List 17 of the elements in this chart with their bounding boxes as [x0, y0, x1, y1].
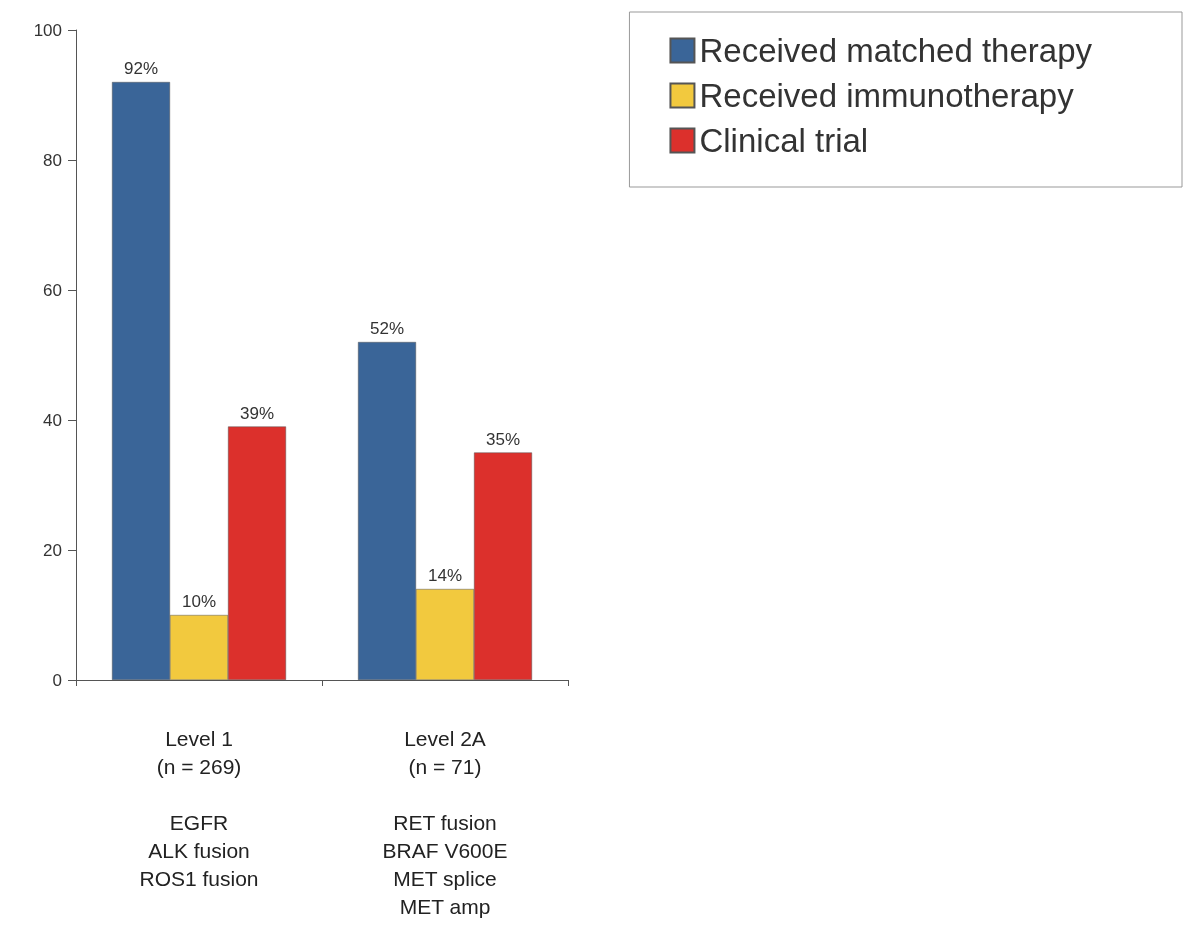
- category-label: Level 1 (n = 269) EGFR ALK fusion ROS1 fusion: [139, 726, 259, 890]
- data-label: 10%: [181, 592, 217, 611]
- data-label: 52%: [369, 319, 405, 338]
- legend-label: Received matched therapy: [699, 32, 1093, 69]
- legend-label: Received immunotherapy: [699, 77, 1075, 114]
- category-label: Level 2A (n = 71) RET fusion BRAF V600E MET splice MET amp: [382, 726, 508, 918]
- y-tick-label: 0: [52, 670, 62, 690]
- y-tick-label: 60: [43, 280, 62, 300]
- y-tick-label: 40: [43, 410, 62, 430]
- y-tick-label: 80: [43, 150, 62, 170]
- legend-label: Clinical trial: [699, 122, 869, 159]
- data-label: 14%: [427, 566, 463, 585]
- data-label: 35%: [485, 429, 521, 449]
- y-tick-label: 100: [33, 20, 62, 40]
- data-label: 92%: [123, 59, 159, 78]
- data-label: 39%: [239, 403, 275, 423]
- y-tick-label: 20: [43, 540, 62, 560]
